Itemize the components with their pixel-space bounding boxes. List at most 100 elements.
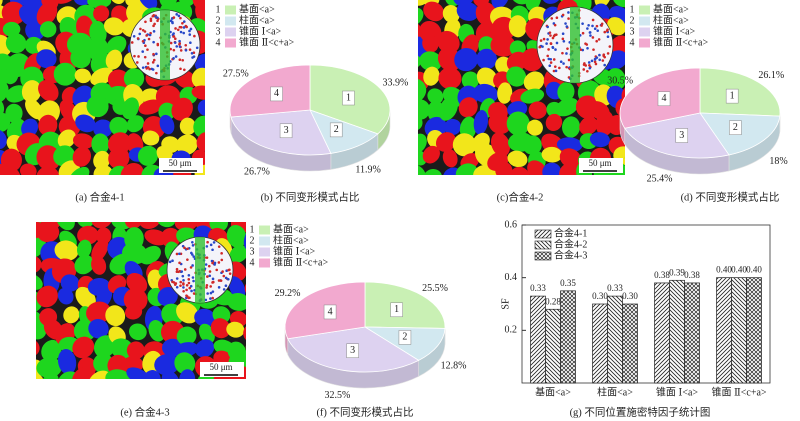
pole-dot (552, 58, 556, 61)
bar (592, 303, 608, 384)
pole-dot (155, 52, 158, 56)
grain (105, 305, 126, 327)
grain (226, 321, 245, 338)
grain (86, 95, 109, 118)
grain (77, 225, 99, 245)
pole-dot (190, 251, 193, 255)
legend-label: 锥面 Ⅰ<a> (239, 25, 282, 37)
pole-dot (581, 31, 585, 35)
pole-dot (600, 24, 603, 27)
bar (530, 295, 546, 384)
pole-dot (152, 52, 155, 56)
pole-dot (554, 48, 557, 51)
value-label: 33.9% (382, 78, 408, 89)
pole-dot (222, 274, 226, 278)
grain (123, 288, 148, 312)
grain (174, 222, 198, 232)
grain (525, 0, 542, 12)
pole-dot (151, 68, 155, 71)
grain (245, 337, 246, 358)
grain (490, 132, 511, 157)
grain (38, 80, 59, 102)
grain (156, 222, 176, 228)
pole-dot (206, 240, 209, 244)
pole-dot (178, 43, 181, 46)
slice-key-box (279, 123, 293, 139)
grain (1, 1, 26, 25)
pole-dot (138, 32, 142, 36)
grain (556, 137, 583, 153)
pole-dot (172, 16, 176, 19)
micrograph (36, 222, 266, 388)
bar (622, 303, 638, 384)
pole-dot (152, 40, 155, 44)
legend-swatch (259, 236, 270, 246)
grain (5, 103, 23, 123)
pole-dot (141, 28, 145, 32)
grain (36, 49, 57, 69)
pole-dot (593, 60, 597, 64)
pole-dot (133, 54, 136, 58)
pole-dot (555, 41, 559, 45)
grain (160, 227, 181, 248)
pole-dot (547, 48, 550, 51)
pole-dot (147, 37, 151, 41)
pole-dot (211, 281, 214, 284)
grain (422, 145, 440, 164)
grain (418, 7, 424, 28)
legend-swatch (534, 251, 552, 261)
pole-dot (175, 45, 179, 48)
pole-dot (186, 258, 189, 261)
pole-dot (188, 286, 192, 290)
pie-slice (229, 64, 311, 118)
bar (716, 277, 732, 384)
grain (91, 255, 107, 275)
grain (66, 32, 93, 56)
pole-dot (209, 291, 213, 295)
pole-dot (185, 25, 188, 29)
grain (193, 115, 205, 139)
pole-dot (168, 260, 172, 264)
pole-dot (226, 277, 230, 281)
pole-dot (181, 58, 185, 62)
grain (126, 341, 145, 360)
slice-key: 1 (346, 92, 351, 103)
grain (528, 101, 547, 119)
pole-dot (171, 280, 174, 284)
pole-dot (178, 252, 181, 256)
pole-dot (208, 274, 212, 278)
scale-box (579, 158, 623, 173)
pole-dot (549, 34, 552, 37)
pole-dot (137, 55, 140, 58)
pole-dot (222, 288, 226, 291)
pole-dot (595, 56, 599, 59)
grain (126, 272, 148, 294)
grain (456, 1, 479, 21)
pole-dot (546, 38, 549, 41)
legend-label: 锥面 Ⅱ<c+a> (239, 36, 294, 48)
pole-dot (228, 272, 232, 275)
grain (139, 245, 161, 265)
grain (435, 132, 457, 152)
pole-dot (191, 244, 195, 247)
grain (76, 222, 96, 228)
pole-dot (217, 245, 221, 248)
value-label: 0.30 (622, 291, 638, 301)
grain (197, 99, 205, 116)
pole-dot (220, 258, 224, 262)
grain (442, 148, 458, 168)
slice-key-box (270, 86, 283, 102)
grain (54, 240, 79, 261)
grain (246, 367, 266, 388)
pole-dot (554, 69, 558, 73)
grain (74, 254, 95, 275)
legend-swatch (534, 240, 552, 250)
pole-dot (595, 39, 598, 43)
caption: (d) 不同变形模式占比 (681, 190, 780, 203)
pole-dot (132, 34, 136, 38)
grain (179, 369, 196, 379)
grain (93, 335, 116, 358)
grain (108, 147, 130, 170)
grain (607, 17, 625, 36)
pole-band (160, 10, 170, 80)
